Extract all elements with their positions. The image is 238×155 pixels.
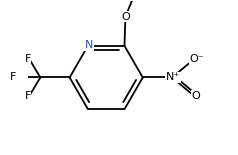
Text: F: F <box>10 73 16 82</box>
Text: N: N <box>85 40 93 50</box>
Text: O⁻: O⁻ <box>189 54 204 64</box>
Text: O: O <box>191 91 200 101</box>
Text: N⁺: N⁺ <box>166 73 180 82</box>
Text: F: F <box>24 91 31 101</box>
Text: O: O <box>121 12 130 22</box>
Text: F: F <box>24 54 31 64</box>
